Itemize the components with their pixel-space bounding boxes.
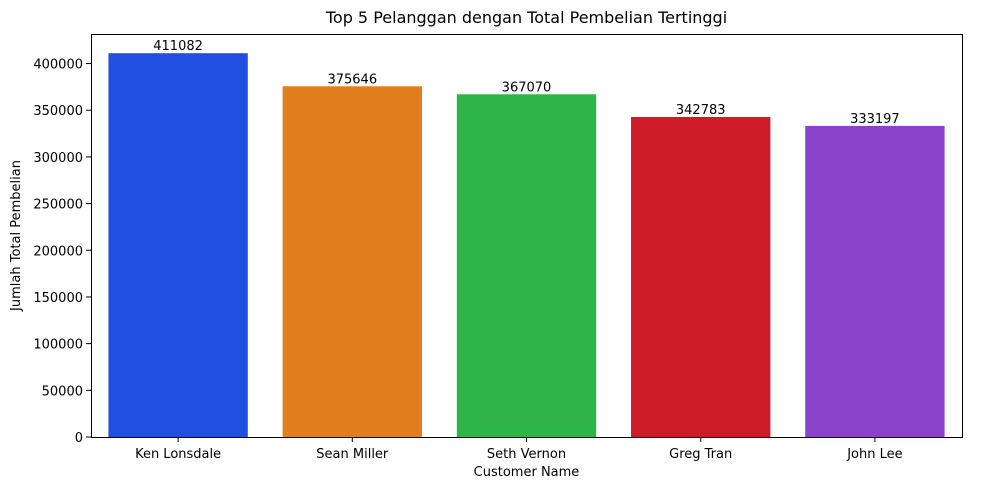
bar-4	[805, 125, 945, 437]
bar-value-label: 367070	[502, 80, 552, 95]
y-tick-label: 150000	[33, 291, 83, 306]
x-tick-label: Ken Lonsdale	[135, 447, 221, 462]
bar-3	[631, 116, 771, 438]
bar-value-label: 342783	[676, 103, 726, 118]
bar-1	[282, 86, 422, 438]
x-tick-label: John Lee	[846, 447, 902, 462]
x-axis-ticks: Ken Lonsdale Sean Miller Seth Vernon Greg T…	[135, 437, 903, 462]
x-tick-label: Greg Tran	[669, 447, 732, 462]
y-tick-label: 350000	[33, 104, 83, 119]
bar-value-label: 411082	[153, 39, 203, 54]
x-tick-label: Sean Miller	[316, 447, 389, 462]
y-tick-label: 50000	[42, 384, 83, 399]
bar-2	[456, 94, 597, 437]
y-tick-label: 100000	[33, 338, 83, 353]
bar-value-label: 333197	[850, 112, 900, 127]
bar-value-label: 375646	[327, 72, 377, 87]
y-tick-label: 0	[75, 431, 83, 446]
y-tick-label: 200000	[33, 244, 83, 259]
x-axis-label: Customer Name	[474, 465, 580, 480]
plot-frame	[91, 34, 963, 438]
y-tick-label: 300000	[33, 151, 83, 166]
y-tick-label: 400000	[33, 58, 83, 73]
bars-group	[108, 53, 945, 438]
y-tick-label: 250000	[33, 198, 83, 213]
x-tick-label: Seth Vernon	[487, 447, 566, 462]
y-axis-ticks: 0 50000 100000 150000 200000 250000 300000 3500…	[33, 58, 91, 446]
chart-title: Top 5 Pelanggan dengan Total Pembelian T…	[325, 8, 727, 27]
data-labels-group: 411082 375646 367070 342783 333197	[153, 39, 899, 127]
y-axis-label: Jumlah Total Pembelian	[9, 160, 24, 312]
bar-0	[108, 53, 248, 437]
